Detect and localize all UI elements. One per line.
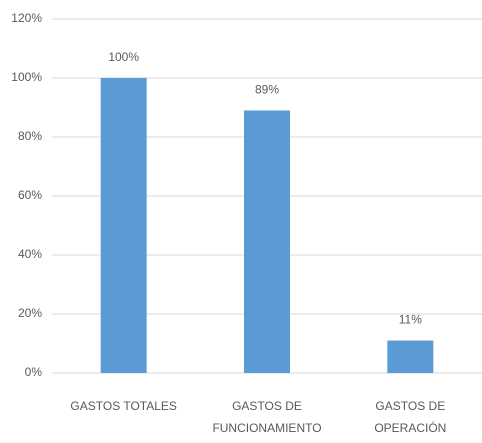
y-tick-label: 40% xyxy=(18,247,42,261)
bar xyxy=(100,78,147,373)
x-tick-label: GASTOS DE OPERACIÓN xyxy=(374,399,446,435)
bar xyxy=(387,340,434,373)
y-tick-label: 120% xyxy=(11,11,42,25)
x-tick-label: GASTOS DE FUNCIONAMIENTO xyxy=(212,399,321,435)
data-label: 100% xyxy=(108,50,139,64)
bar xyxy=(244,110,290,373)
y-tick-label: 80% xyxy=(18,129,42,143)
data-label: 11% xyxy=(399,313,422,327)
y-tick-label: 100% xyxy=(11,70,42,84)
y-tick-label: 60% xyxy=(18,188,42,202)
data-label: 89% xyxy=(255,83,279,97)
y-tick-label: 0% xyxy=(25,365,43,379)
x-tick-label: GASTOS TOTALES xyxy=(70,399,176,413)
y-tick-label: 20% xyxy=(18,306,42,320)
